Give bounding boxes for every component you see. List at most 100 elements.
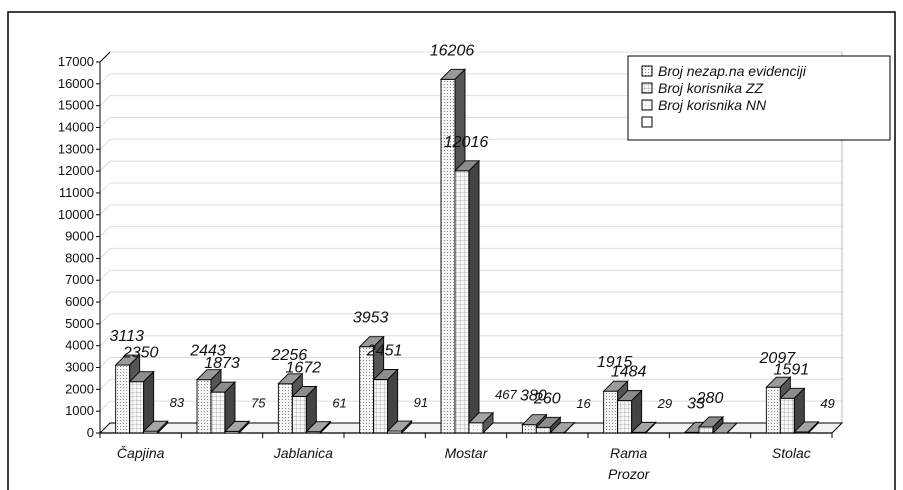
bar-front [291,396,307,434]
bar-front [115,364,131,434]
gridline-side [99,138,111,150]
y-tick-label: 3000 [65,360,94,375]
bar-side [563,421,575,435]
gridline-side [99,204,111,216]
data-label: 2451 [366,343,403,360]
y-tick-label: 11000 [59,185,94,200]
bar [223,420,251,435]
bars-layer [114,68,820,435]
data-label: 260 [533,390,561,407]
data-label: 16 [576,396,591,411]
y-tick-label: 0 [87,425,94,440]
y-tick-label: 13000 [58,141,94,156]
bar-side [157,420,169,435]
data-label: 380 [520,388,547,405]
legend-box [627,55,891,141]
data-label: 29 [657,396,672,411]
data-label: 3953 [353,310,389,327]
y-tick-label: 7000 [65,272,94,287]
bar-front [196,379,212,434]
gridline-side [99,248,111,259]
bar-front [617,400,633,434]
data-label: 467 [495,387,517,402]
gridline-side [99,182,111,194]
gridline-side [99,226,111,237]
data-label: 1873 [204,355,240,372]
data-label: 2256 [271,347,308,364]
bar [305,420,332,435]
data-label: 3113 [109,328,144,345]
bar [793,420,820,435]
y-tick-label: 14000 [58,119,94,134]
bar [209,381,237,435]
bar-front [535,426,551,434]
y-tick-label: 16000 [58,76,94,91]
y-axis-top [99,51,111,63]
bar-side [726,422,738,434]
bar-front [698,426,714,434]
bar [616,389,643,435]
legend-swatch [641,99,653,111]
x-category-label: Čapjina [117,445,165,461]
outer-border [7,11,896,490]
bar-front [779,397,795,434]
bar [453,159,481,435]
x-category-label: Jablanica [273,445,333,461]
legend-swatch [641,65,653,77]
bar [549,421,576,435]
y-tick-label: 1000 [65,403,94,418]
gridline-side [99,400,111,412]
gridline-side [99,73,111,85]
data-label: 91 [414,395,428,410]
gridline-side [99,378,111,390]
data-label: 1672 [286,360,322,377]
bar-front [521,424,537,434]
legend-label: Broj korisnika NN [658,97,767,113]
data-label: 33 [687,395,705,412]
y-tick-label: 12000 [58,163,94,178]
gridline-side [99,269,111,281]
y-tick-label: 10000 [58,207,94,222]
legend-label: Broj nezap.na evidenciji [658,63,807,79]
bar-side [482,411,494,435]
x-category-label: Rama [610,445,648,461]
bar [779,387,806,435]
bar-front [765,386,781,434]
bar-front [440,78,456,434]
gridline-side [99,313,111,325]
bar-side [401,419,413,435]
bar [630,421,657,435]
bar [697,415,725,435]
data-label: 1591 [774,361,810,378]
gridline-side [99,95,111,107]
bar-side [238,420,250,435]
bar [386,419,413,435]
bar-front [468,422,484,434]
bar [291,385,318,435]
data-label: 61 [332,396,346,411]
bar [372,368,399,435]
bar-side [807,420,819,435]
y-tick-label: 6000 [65,294,94,309]
x-category-label: Stolac [772,445,811,461]
bar-front [129,381,145,434]
data-label: 83 [170,395,185,410]
y-tick-label: 17000 [58,54,94,69]
bar-side [645,421,657,435]
bar [142,420,169,435]
bar-front [277,383,293,434]
gridline-side [99,291,111,303]
legend-swatch [641,82,653,94]
data-label: 49 [820,396,834,411]
bar [711,422,739,434]
data-label: 2443 [189,343,226,360]
bar-side [468,159,480,435]
y-tick-label: 5000 [65,316,94,331]
data-label: 1915 [597,354,633,371]
y-tick-label: 2000 [65,381,94,396]
data-label: 280 [696,390,724,407]
gridline-side [99,117,111,128]
bar-side [319,420,331,435]
